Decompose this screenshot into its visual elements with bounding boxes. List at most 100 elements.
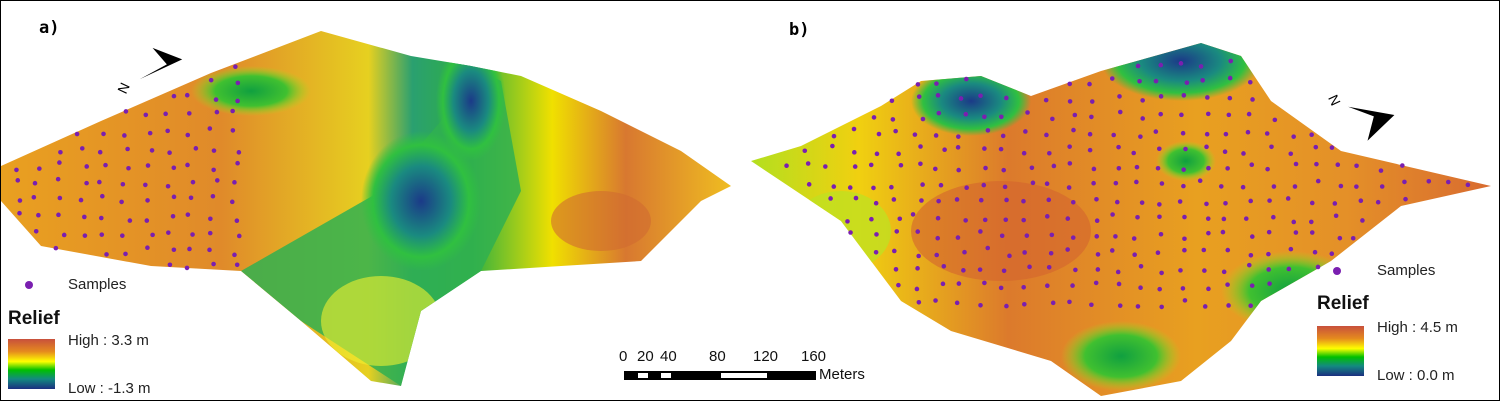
sample-point	[1044, 181, 1050, 187]
sample-point	[1228, 58, 1234, 64]
legend-title: Relief	[1317, 293, 1369, 314]
sample-point	[1226, 112, 1232, 118]
sample-point	[1067, 81, 1073, 87]
relief-color-ramp	[8, 339, 55, 389]
sample-point	[1309, 200, 1315, 206]
sample-point	[956, 134, 961, 139]
sample-point	[852, 150, 857, 155]
sample-point	[1205, 111, 1211, 117]
sample-point	[891, 248, 897, 254]
sample-point	[1089, 99, 1095, 104]
sample-point	[185, 132, 191, 138]
scale-tick: 40	[660, 348, 677, 365]
sample-point	[1293, 230, 1299, 235]
sample-point	[145, 198, 150, 203]
sample-point	[208, 216, 213, 222]
sample-point	[232, 180, 237, 185]
sample-point	[103, 162, 108, 168]
sample-point	[31, 195, 37, 200]
sample-point	[1116, 144, 1121, 150]
sample-point	[963, 218, 968, 223]
sample-point	[167, 150, 172, 156]
sample-point	[171, 165, 177, 171]
sample-point	[963, 111, 969, 117]
sample-point	[1021, 198, 1026, 204]
sample-point	[874, 232, 879, 237]
sample-point	[1113, 180, 1119, 186]
sample-point	[1288, 151, 1294, 157]
sample-point	[1291, 134, 1296, 139]
sample-point	[187, 111, 192, 116]
sample-point	[934, 81, 939, 86]
sample-point	[167, 262, 173, 268]
sample-point	[784, 163, 789, 169]
sample-point	[1181, 93, 1187, 98]
scale-bar-labels: 0 20 40 80 120 160 Meters	[611, 347, 881, 387]
sample-point	[1184, 80, 1190, 85]
sample-point	[1181, 167, 1186, 172]
sample-point	[935, 215, 941, 221]
sample-point	[78, 197, 84, 203]
sample-point	[185, 162, 190, 168]
sample-point	[127, 218, 133, 223]
sample-point	[1249, 162, 1255, 168]
sample-point	[1266, 251, 1271, 257]
sample-point	[1117, 109, 1123, 115]
sample-point	[1116, 281, 1122, 287]
sample-symbol	[1333, 267, 1341, 275]
sample-point	[1109, 248, 1115, 253]
sample-point	[1004, 303, 1009, 309]
north-arrow-a: N	[114, 47, 183, 96]
sample-point	[1180, 286, 1186, 291]
sample-point	[1066, 185, 1072, 190]
sample-point	[1250, 97, 1255, 102]
sample-point	[1206, 165, 1211, 171]
sample-point	[806, 182, 812, 187]
sample-point	[1134, 179, 1139, 185]
sample-point	[149, 148, 155, 153]
sample-point	[1445, 179, 1451, 185]
scale-tick: 120	[753, 348, 779, 365]
sample-point	[1095, 267, 1101, 272]
scale-tick: 160	[801, 348, 827, 365]
sample-point	[1267, 198, 1272, 203]
sample-point	[55, 176, 61, 182]
sample-point	[915, 82, 921, 87]
sample-point	[120, 233, 125, 238]
sample-point	[1116, 166, 1122, 171]
sample-point	[982, 280, 987, 286]
sample-point	[1402, 179, 1407, 185]
sample-point	[233, 64, 238, 70]
sample-point	[193, 146, 199, 151]
sample-point	[230, 128, 236, 133]
sample-point	[1309, 230, 1315, 235]
sample-point	[1313, 144, 1319, 150]
panel-label-b: b)	[789, 20, 810, 40]
sample-point	[871, 185, 876, 191]
sample-point	[936, 198, 941, 204]
sample-point	[956, 281, 962, 286]
sample-point	[852, 164, 858, 169]
sample-point	[802, 148, 808, 154]
sample-point	[1158, 231, 1164, 237]
sample-point	[916, 94, 922, 99]
sample-point	[1114, 199, 1120, 205]
sample-point	[1271, 214, 1276, 220]
sample-point	[234, 262, 240, 268]
sample-point	[961, 268, 966, 273]
sample-point	[873, 200, 879, 206]
sample-point	[1267, 281, 1272, 286]
sample-point	[1247, 79, 1253, 85]
sample-point	[938, 182, 944, 188]
sample-point	[890, 117, 896, 122]
sample-point	[1023, 129, 1028, 134]
sample-point	[56, 212, 61, 218]
sample-point	[1131, 150, 1136, 156]
sample-point	[1227, 95, 1233, 101]
north-arrow-b: N	[1325, 92, 1395, 141]
sample-point	[1091, 166, 1097, 172]
sample-point	[82, 214, 87, 220]
sample-point	[125, 146, 130, 152]
sample-point	[1198, 64, 1204, 69]
sample-point	[1354, 184, 1359, 189]
